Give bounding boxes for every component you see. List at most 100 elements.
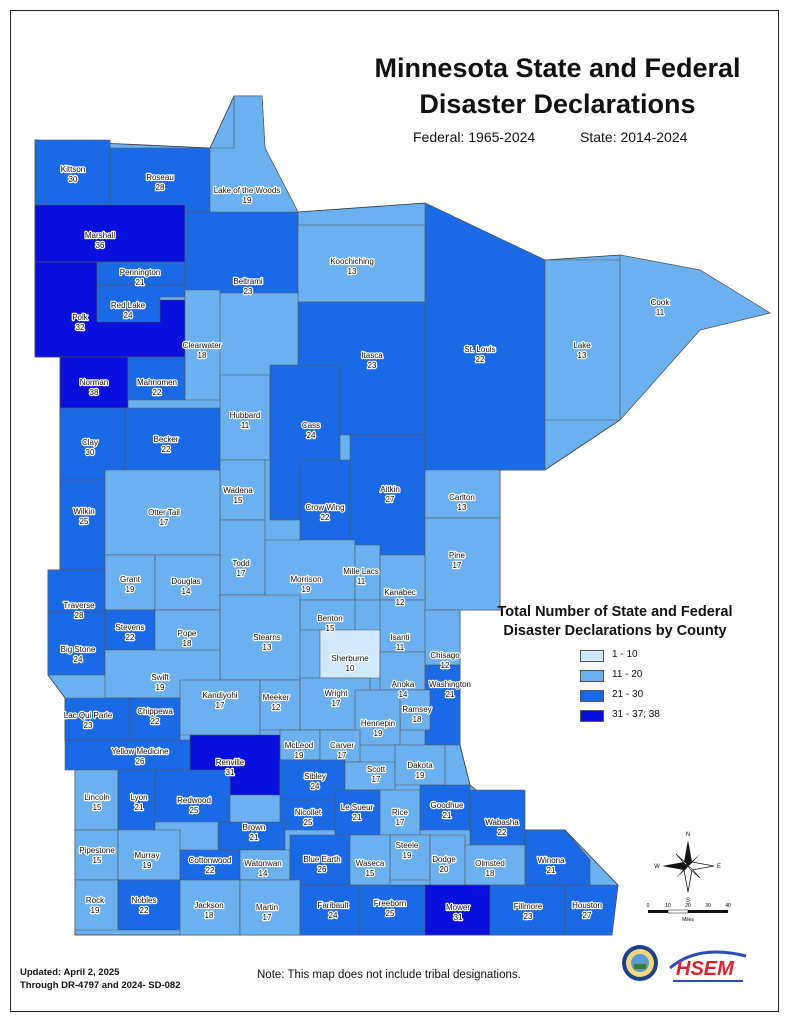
- county-count-label: 18: [183, 639, 192, 648]
- county-count-label: 15: [93, 803, 102, 812]
- county-todd: [219, 519, 266, 596]
- county-name-label: Jackson: [194, 901, 223, 910]
- county-count-label: 24: [124, 311, 133, 320]
- county-name-label: Cottonwood: [189, 856, 232, 865]
- county-name-label: Meeker: [263, 693, 290, 702]
- county-name-label: Fillmore: [514, 902, 543, 911]
- county-name-label: Ramsey: [402, 705, 431, 714]
- county-name-label: Benton: [317, 614, 342, 623]
- county-count-label: 26: [136, 757, 145, 766]
- county-lake: [544, 259, 621, 421]
- county-count-label: 19: [126, 585, 135, 594]
- county-name-label: Cook: [651, 298, 671, 307]
- county-name-label: Freeborn: [374, 899, 406, 908]
- county-count-label: 14: [182, 587, 191, 596]
- county-count-label: 11: [357, 577, 366, 586]
- county-count-label: 30: [86, 448, 95, 457]
- county-count-label: 19: [416, 771, 425, 780]
- county-count-label: 22: [321, 513, 330, 522]
- county-count-label: 27: [583, 911, 592, 920]
- county-name-label: Wadena: [223, 486, 253, 495]
- county-name-label: Murray: [135, 851, 160, 860]
- county-name-label: Waseca: [356, 859, 385, 868]
- county-count-label: 17: [263, 913, 272, 922]
- county-name-label: Roseau: [146, 173, 174, 182]
- county-count-label: 23: [84, 721, 93, 730]
- county-count-label: 24: [74, 655, 83, 664]
- updated-date: Updated: April 2, 2025: [20, 967, 120, 978]
- county-count-label: 22: [126, 633, 135, 642]
- compass-w: W: [654, 864, 660, 870]
- county-count-label: 19: [91, 906, 100, 915]
- county-count-label: 22: [153, 388, 162, 397]
- county-count-label: 17: [396, 818, 405, 827]
- county-name-label: McLeod: [285, 741, 313, 750]
- county-name-label: Crow Wing: [305, 503, 344, 512]
- county-name-label: Le Sueur: [341, 803, 374, 812]
- county-name-label: Nobles: [132, 896, 157, 905]
- county-name-label: Nicollet: [295, 808, 322, 817]
- county-name-label: Chippewa: [137, 707, 173, 716]
- county-name-label: Rice: [392, 808, 409, 817]
- county-name-label: Pennington: [120, 268, 160, 277]
- county-name-label: Mower: [446, 903, 470, 912]
- county-name-label: Morrison: [290, 575, 321, 584]
- county-count-label: 30: [69, 175, 78, 184]
- legend-swatch: [580, 710, 604, 722]
- county-count-label: 14: [259, 869, 268, 878]
- county-count-label: 22: [151, 717, 160, 726]
- county-name-label: Marshall: [85, 231, 115, 240]
- legend-swatch: [580, 690, 604, 702]
- state-range: State: 2014-2024: [580, 129, 688, 145]
- scale-bar: 0 10 20 30 40 Miles: [647, 903, 731, 923]
- county-name-label: Winona: [537, 856, 565, 865]
- compass-e: E: [717, 864, 721, 870]
- county-beltrami: [184, 211, 299, 301]
- county-name-label: Lincoln: [84, 793, 109, 802]
- legend-swatch: [580, 670, 604, 682]
- county-count-label: 18: [486, 869, 495, 878]
- county-name-label: Houston: [572, 901, 602, 910]
- county-name-label: Pipestone: [79, 846, 115, 855]
- county-count-label: 18: [198, 351, 207, 360]
- county-pine: [424, 517, 501, 611]
- county-count-label: 22: [140, 906, 149, 915]
- county-name-label: Lake: [573, 341, 591, 350]
- county-count-label: 12: [396, 598, 405, 607]
- county-name-label: Steele: [396, 841, 419, 850]
- county-count-label: 18: [413, 715, 422, 724]
- county-winona: [524, 829, 591, 886]
- county-name-label: Swift: [151, 673, 169, 682]
- county-count-label: 17: [237, 569, 246, 578]
- county-name-label: Scott: [367, 765, 386, 774]
- county-count-label: 38: [90, 388, 99, 397]
- county-name-label: Hennepin: [361, 719, 395, 728]
- county-name-label: Kittson: [61, 165, 85, 174]
- county-mahnomen: [127, 356, 186, 401]
- county-name-label: Cass: [302, 421, 320, 430]
- county-count-label: 21: [135, 803, 144, 812]
- compass-n: N: [686, 832, 690, 838]
- county-name-label: Wilkin: [73, 507, 94, 516]
- county-count-label: 23: [524, 912, 533, 921]
- county-count-label: 25: [80, 517, 89, 526]
- county-name-label: Sibley: [304, 772, 326, 781]
- county-count-label: 25: [190, 806, 199, 815]
- county-lake-of-the-woods: [209, 95, 299, 226]
- county-count-label: 15: [234, 496, 243, 505]
- scale-tick-1: 10: [665, 903, 671, 909]
- county-name-label: Wabasha: [485, 818, 519, 827]
- county-name-label: Wright: [325, 689, 349, 698]
- county-count-label: 27: [386, 495, 395, 504]
- county-count-label: 17: [216, 701, 225, 710]
- county-name-label: Kanabec: [384, 588, 416, 597]
- county-count-label: 24: [311, 782, 320, 791]
- county-nobles: [117, 879, 181, 931]
- hsem-logo: HSEM: [669, 950, 747, 982]
- county-polygons: [34, 95, 772, 936]
- legend-title-1: Total Number of State and Federal: [497, 604, 733, 620]
- county-name-label: Clay: [82, 438, 98, 447]
- county-name-label: Redwood: [177, 796, 211, 805]
- county-name-label: Dodge: [432, 855, 456, 864]
